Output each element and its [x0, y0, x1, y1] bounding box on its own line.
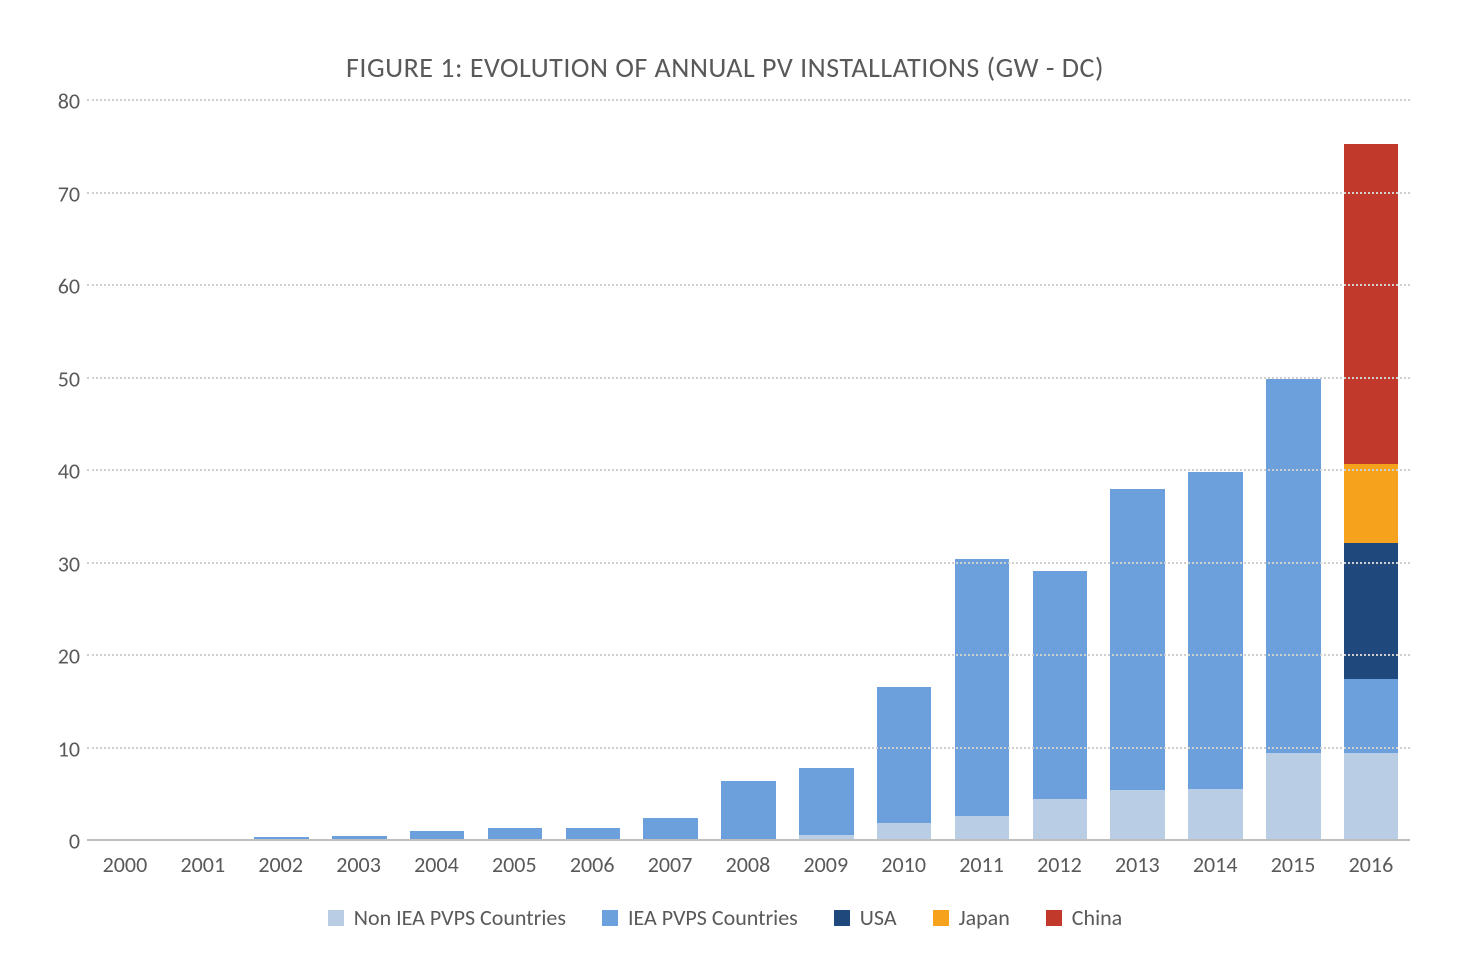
y-tick-label: 50: [58, 365, 80, 392]
bar-segment-non_iea: [1266, 753, 1320, 841]
grid-line: [87, 469, 1410, 471]
bar-segment-iea: [1344, 679, 1398, 753]
bar-segment-usa: [1344, 543, 1398, 679]
x-tick-label: 2015: [1254, 851, 1332, 878]
bar-slot: [943, 559, 1021, 841]
bar-slot: [1254, 379, 1332, 842]
grid-line: [87, 192, 1410, 194]
x-tick-label: 2002: [242, 851, 320, 878]
y-tick-label: 40: [58, 458, 80, 485]
x-tick-label: 2010: [865, 851, 943, 878]
legend-item-iea: IEA PVPS Countries: [602, 904, 798, 931]
bar: [721, 781, 775, 841]
bar-segment-non_iea: [1344, 753, 1398, 841]
bar-slot: [865, 687, 943, 841]
bar-slot: [1177, 472, 1255, 841]
legend-label: USA: [860, 904, 897, 931]
y-tick-label: 0: [69, 828, 80, 855]
x-tick-label: 2000: [86, 851, 164, 878]
grid-line: [87, 377, 1410, 379]
grid-line: [87, 654, 1410, 656]
grid-line: [87, 747, 1410, 749]
legend-swatch-icon: [834, 910, 850, 926]
y-tick-label: 60: [58, 273, 80, 300]
pv-chart-figure: FIGURE 1: EVOLUTION OF ANNUAL PV INSTALL…: [0, 0, 1470, 980]
bar-segment-iea: [955, 559, 1009, 816]
bar: [877, 687, 931, 841]
grid-line: [87, 284, 1410, 286]
x-tick-label: 2001: [164, 851, 242, 878]
bar-segment-iea: [721, 781, 775, 839]
bar-slot: [1332, 144, 1410, 841]
bars-container: [87, 101, 1410, 841]
x-tick-label: 2007: [631, 851, 709, 878]
chart-title: FIGURE 1: EVOLUTION OF ANNUAL PV INSTALL…: [40, 50, 1410, 85]
x-axis: 2000200120022003200420052006200720082009…: [86, 851, 1410, 878]
x-tick-label: 2004: [398, 851, 476, 878]
chart-plot-wrap: 01020304050607080: [40, 101, 1410, 841]
legend-swatch-icon: [602, 910, 618, 926]
x-tick-label: 2013: [1098, 851, 1176, 878]
bar: [643, 818, 697, 841]
legend-swatch-icon: [933, 910, 949, 926]
bar: [1266, 379, 1320, 842]
x-tick-label: 2003: [320, 851, 398, 878]
legend-label: Japan: [959, 904, 1010, 931]
bar-segment-iea: [1266, 379, 1320, 754]
bar-segment-non_iea: [1110, 790, 1164, 841]
bar-slot: [787, 768, 865, 841]
y-axis: 01020304050607080: [40, 101, 86, 841]
legend-item-non_iea: Non IEA PVPS Countries: [328, 904, 566, 931]
plot-area: [86, 101, 1410, 841]
y-tick-label: 70: [58, 180, 80, 207]
legend-label: Non IEA PVPS Countries: [354, 904, 566, 931]
bar-segment-iea: [643, 818, 697, 841]
bar: [1033, 571, 1087, 841]
bar-segment-iea: [1033, 571, 1087, 799]
grid-line: [87, 562, 1410, 564]
bar-slot: [632, 818, 710, 841]
bar: [955, 559, 1009, 841]
x-tick-label: 2006: [553, 851, 631, 878]
x-tick-label: 2014: [1176, 851, 1254, 878]
y-tick-label: 80: [58, 88, 80, 115]
legend-item-china: China: [1046, 904, 1122, 931]
bar-segment-iea: [799, 768, 853, 835]
x-tick-label: 2012: [1021, 851, 1099, 878]
bar-slot: [710, 781, 788, 841]
x-tick-label: 2008: [709, 851, 787, 878]
x-tick-label: 2005: [475, 851, 553, 878]
bar-segment-non_iea: [1033, 799, 1087, 841]
grid-line: [87, 99, 1410, 101]
x-tick-label: 2009: [787, 851, 865, 878]
bar: [1344, 144, 1398, 841]
bar: [799, 768, 853, 841]
x-tick-label: 2011: [943, 851, 1021, 878]
bar-slot: [1021, 571, 1099, 841]
bar: [1188, 472, 1242, 841]
bar-segment-japan: [1344, 464, 1398, 544]
legend-label: IEA PVPS Countries: [628, 904, 798, 931]
x-tick-label: 2016: [1332, 851, 1410, 878]
legend-label: China: [1072, 904, 1122, 931]
y-tick-label: 10: [58, 735, 80, 762]
legend-swatch-icon: [328, 910, 344, 926]
bar-slot: [1099, 489, 1177, 841]
bar-segment-non_iea: [1188, 789, 1242, 841]
bar-segment-iea: [1188, 472, 1242, 789]
legend: Non IEA PVPS Countries IEA PVPS Countries…: [40, 904, 1410, 931]
y-tick-label: 30: [58, 550, 80, 577]
y-tick-label: 20: [58, 643, 80, 670]
baseline: [87, 839, 1410, 841]
legend-swatch-icon: [1046, 910, 1062, 926]
legend-item-japan: Japan: [933, 904, 1010, 931]
bar-segment-iea: [1110, 489, 1164, 791]
bar-segment-non_iea: [955, 816, 1009, 841]
bar-segment-iea: [877, 687, 931, 822]
legend-item-usa: USA: [834, 904, 897, 931]
bar: [1110, 489, 1164, 841]
